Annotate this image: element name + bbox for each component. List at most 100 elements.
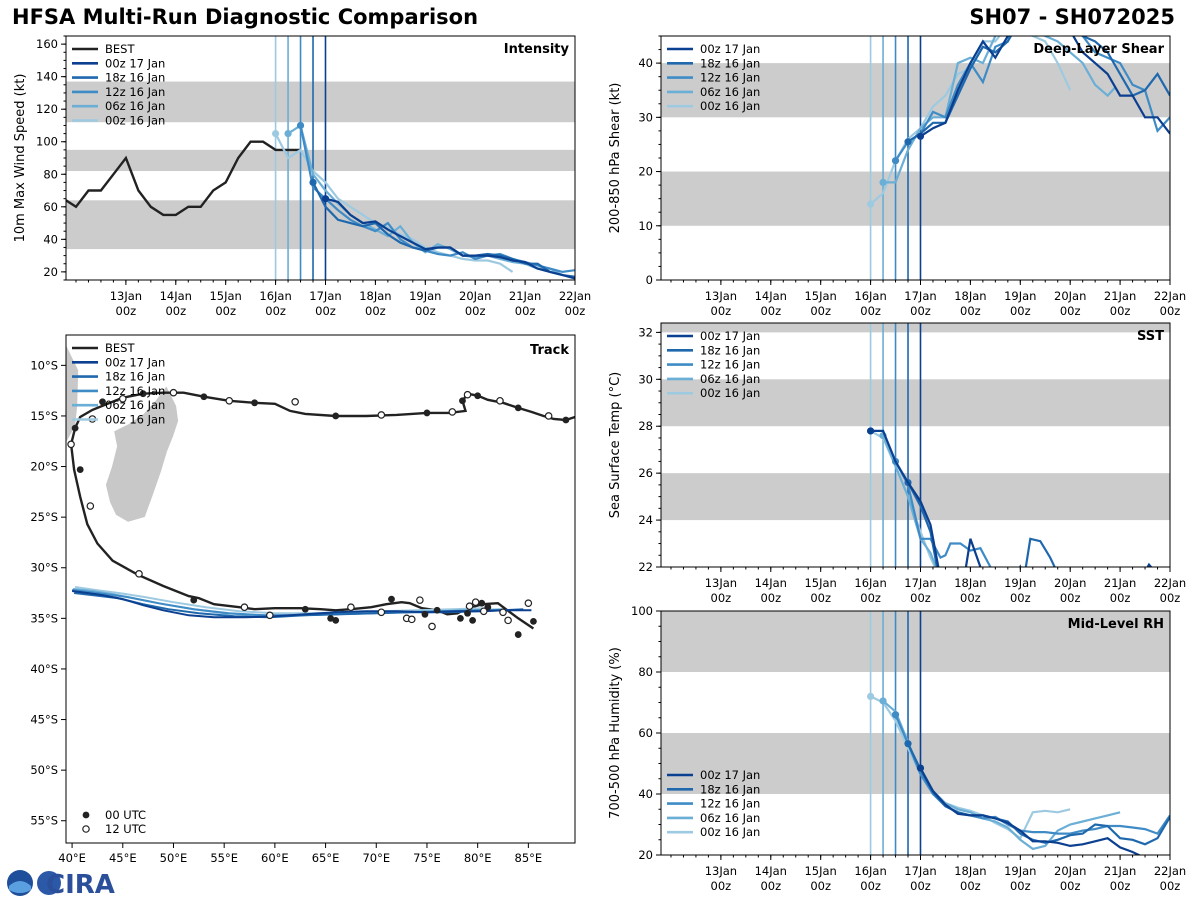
rh-ytick-label: 60 <box>638 726 653 740</box>
intensity-xtick-label: 00z <box>116 304 137 318</box>
track-marker-00utc <box>469 616 476 624</box>
rh-legend-label: 18z 16 Jan <box>700 782 760 796</box>
track-marker-12utc <box>225 396 234 405</box>
sst-ytick-label: 30 <box>638 372 653 386</box>
sst-xtick-label: 19Jan <box>1004 576 1036 590</box>
track-marker-00utc <box>332 616 340 624</box>
rh-xtick-label: 00z <box>810 879 831 893</box>
sst-ytick-label: 22 <box>638 560 653 574</box>
cira-logo-icon: CIRA <box>7 870 115 898</box>
sst-xtick-label: 00z <box>960 591 981 605</box>
intensity-xtick-label: 20Jan <box>459 289 491 303</box>
shear-xtick-label: 20Jan <box>1054 289 1086 303</box>
track-marker-00utc <box>478 599 486 607</box>
sst-ytick-label: 28 <box>638 419 653 433</box>
sst-xtick-label: 00z <box>1110 591 1131 605</box>
shear-series-00z-16-jan-start <box>866 200 875 208</box>
track-marker-legend-00utc <box>82 811 90 819</box>
rh-series-18z-16-jan-start <box>904 740 912 748</box>
sst-xtick-label: 00z <box>760 591 781 605</box>
africa-land <box>66 345 79 443</box>
intensity-xtick-label: 13Jan <box>110 289 142 303</box>
track-xtick-label: 70°E <box>362 851 390 865</box>
sst-xtick-label: 15Jan <box>804 576 836 590</box>
shear-series-00z-17-jan-start <box>916 132 925 140</box>
intensity-legend-label: 12z 16 Jan <box>105 85 165 99</box>
track-marker-12utc <box>266 611 274 620</box>
track-marker-12utc <box>428 622 436 631</box>
track-marker-12utc <box>118 394 127 403</box>
track-marker-12utc <box>544 412 553 420</box>
track-marker-legend-12utc <box>82 825 90 833</box>
intensity-ytick-label: 140 <box>36 70 58 84</box>
intensity-xtick-label: 22Jan <box>559 289 591 303</box>
track-legend-label: 06z 16 Jan <box>105 398 165 412</box>
globe-logo-icon <box>37 871 61 895</box>
sst-ytick-label: 24 <box>638 513 653 527</box>
shear-xtick-label: 14Jan <box>755 289 787 303</box>
track-marker-12utc <box>86 502 95 510</box>
intensity-xtick-label: 00z <box>215 304 236 318</box>
sst-xtick-label: 17Jan <box>904 576 936 590</box>
intensity-xtick-label: 15Jan <box>209 289 241 303</box>
shear-band-0 <box>661 171 1170 226</box>
track-marker-12utc <box>135 570 143 578</box>
rh-xtick-label: 15Jan <box>804 864 836 878</box>
track-ytick-label: 45°S <box>30 713 58 727</box>
track-marker-12utc <box>463 390 472 399</box>
rh-series-00z-17-jan-start <box>916 764 925 772</box>
track-marker-00utc <box>459 397 466 405</box>
storm-id-label: SH07 - SH072025 <box>969 5 1175 29</box>
track-marker-00utc <box>433 606 441 614</box>
sst-xtick-label: 14Jan <box>755 576 787 590</box>
rh-xtick-label: 00z <box>760 879 781 893</box>
intensity-ytick-label: 60 <box>43 200 58 214</box>
track-marker-00utc <box>421 610 429 618</box>
sst-series-00z-17-jan-start <box>866 427 875 435</box>
sst-band-1 <box>661 379 1170 427</box>
track-ytick-label: 30°S <box>30 561 58 575</box>
track-legend-label: BEST <box>105 341 135 355</box>
shear-band-1 <box>661 63 1170 118</box>
intensity-xtick-label: 00z <box>365 304 386 318</box>
shear-series-06z-16-jan-start <box>879 178 887 186</box>
intensity-legend-label: 00z 16 Jan <box>105 114 165 128</box>
rh-xtick-label: 22Jan <box>1154 864 1186 878</box>
shear-xtick-label: 16Jan <box>854 289 886 303</box>
intensity-xtick-label: 00z <box>165 304 186 318</box>
shear-ytick-label: 10 <box>638 219 653 233</box>
rh-series-00z-16-jan-start <box>866 692 875 701</box>
sst-xtick-label: 13Jan <box>705 576 737 590</box>
rh-xtick-label: 20Jan <box>1054 864 1086 878</box>
intensity-series-18z-16-jan-start <box>309 178 317 186</box>
track-frame <box>65 334 576 844</box>
shear-xtick-label: 00z <box>1010 304 1031 318</box>
track-xtick-label: 65°E <box>312 851 340 865</box>
shear-xtick-label: 18Jan <box>954 289 986 303</box>
rh-band-1 <box>661 611 1170 672</box>
shear-xtick-label: 00z <box>760 304 781 318</box>
intensity-xtick-label: 19Jan <box>409 289 441 303</box>
track-marker-12utc <box>465 602 474 611</box>
track-marker-12utc <box>169 388 178 397</box>
shear-series-00z-17-jan <box>919 36 1170 138</box>
shear-legend-label: 18z 16 Jan <box>700 56 760 70</box>
track-series-00z-16-jan <box>74 586 483 615</box>
intensity-plot-area <box>66 36 575 280</box>
shear-legend-label: 06z 16 Jan <box>700 85 760 99</box>
shear-ytick-label: 40 <box>638 56 653 70</box>
track-marker-00utc <box>71 424 79 432</box>
track-marker-00utc <box>464 609 471 617</box>
intensity-band-1 <box>66 149 575 172</box>
shear-xtick-label: 00z <box>1160 304 1181 318</box>
track-marker-12utc <box>479 607 488 616</box>
intensity-xtick-label: 00z <box>515 304 536 318</box>
intensity-xtick-label: 17Jan <box>309 289 341 303</box>
sst-ytick-label: 26 <box>638 466 653 480</box>
shear-xtick-label: 15Jan <box>804 289 836 303</box>
track-xtick-label: 80°E <box>464 851 492 865</box>
